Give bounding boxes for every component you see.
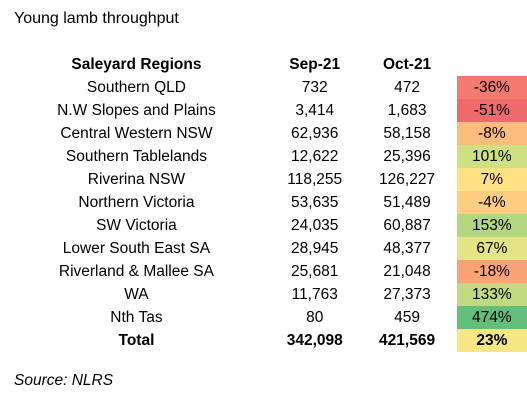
change-cell: -8% — [456, 122, 527, 145]
sep-value-cell: 118,255 — [287, 171, 343, 188]
change-cell: 133% — [456, 283, 527, 306]
oct-value-cell: 472 — [394, 79, 420, 96]
table-row: Nth Tas 80 459 474% — [14, 306, 527, 329]
region-cell: Nth Tas — [110, 309, 163, 326]
oct-value-cell: 60,887 — [383, 217, 431, 234]
table-row: Central Western NSW 62,936 58,158 -8% — [14, 122, 527, 145]
region-cell: Southern QLD — [86, 79, 186, 96]
throughput-table: Saleyard Regions Sep-21 Oct-21 Southern … — [14, 54, 527, 352]
header-oct: Oct-21 — [382, 56, 432, 73]
total-row: Total 342,098 421,569 23% — [14, 329, 527, 352]
region-cell: Southern Tablelands — [65, 148, 207, 165]
change-cell: 67% — [456, 237, 527, 260]
oct-value-cell: 48,377 — [383, 240, 431, 257]
header-region: Saleyard Regions — [71, 56, 202, 73]
table-row: Riverland & Mallee SA 25,681 21,048 -18% — [14, 260, 527, 283]
change-cell: -36% — [456, 76, 527, 99]
change-cell: 101% — [456, 145, 527, 168]
region-cell: N.W Slopes and Plains — [57, 102, 216, 119]
region-cell: Riverina NSW — [87, 171, 186, 188]
table-row: Northern Victoria 53,635 51,489 -4% — [14, 191, 527, 214]
oct-value-cell: 421,569 — [379, 332, 436, 349]
table-row: Lower South East SA 28,945 48,377 67% — [14, 237, 527, 260]
sep-value-cell: 62,936 — [291, 125, 339, 142]
region-cell: Riverland & Mallee SA — [58, 263, 214, 280]
oct-value-cell: 1,683 — [387, 102, 427, 119]
header-sep: Sep-21 — [289, 56, 341, 73]
region-cell: Central Western NSW — [60, 125, 213, 142]
sep-value-cell: 3,414 — [295, 102, 335, 119]
oct-value-cell: 21,048 — [383, 263, 431, 280]
oct-value-cell: 58,158 — [383, 125, 431, 142]
region-cell: WA — [124, 286, 149, 303]
oct-value-cell: 25,396 — [383, 148, 431, 165]
sep-value-cell: 80 — [306, 309, 324, 326]
oct-value-cell: 126,227 — [379, 171, 436, 188]
table-row: N.W Slopes and Plains 3,414 1,683 -51% — [14, 99, 527, 122]
region-cell: SW Victoria — [96, 217, 177, 234]
region-cell: Northern Victoria — [78, 194, 195, 211]
oct-value-cell: 459 — [394, 309, 420, 326]
change-cell: -4% — [456, 191, 527, 214]
table-row: Southern QLD 732 472 -36% — [14, 76, 527, 99]
sep-value-cell: 25,681 — [291, 263, 339, 280]
sep-value-cell: 24,035 — [291, 217, 339, 234]
table-row: Southern Tablelands 12,622 25,396 101% — [14, 145, 527, 168]
change-cell: -18% — [456, 260, 527, 283]
table-title: Young lamb throughput — [14, 10, 179, 27]
sep-value-cell: 732 — [301, 79, 328, 96]
table-row: SW Victoria 24,035 60,887 153% — [14, 214, 527, 237]
sep-value-cell: 11,763 — [291, 286, 338, 303]
change-cell: 474% — [456, 306, 527, 329]
sep-value-cell: 12,622 — [291, 148, 339, 165]
source-note: Source: NLRS — [14, 372, 114, 389]
region-cell: Total — [118, 332, 155, 349]
change-cell: 23% — [456, 329, 527, 352]
region-cell: Lower South East SA — [62, 240, 211, 257]
oct-value-cell: 51,489 — [383, 194, 431, 211]
sep-value-cell: 28,945 — [291, 240, 339, 257]
sep-value-cell: 342,098 — [286, 332, 343, 349]
table-row: Riverina NSW 118,255 126,227 7% — [14, 168, 527, 191]
sep-value-cell: 53,635 — [291, 194, 339, 211]
header-row: Saleyard Regions Sep-21 Oct-21 — [14, 54, 527, 76]
oct-value-cell: 27,373 — [383, 286, 431, 303]
change-cell: 153% — [456, 214, 527, 237]
change-cell: 7% — [456, 168, 527, 191]
change-cell: -51% — [456, 99, 527, 122]
table-row: WA 11,763 27,373 133% — [14, 283, 527, 306]
